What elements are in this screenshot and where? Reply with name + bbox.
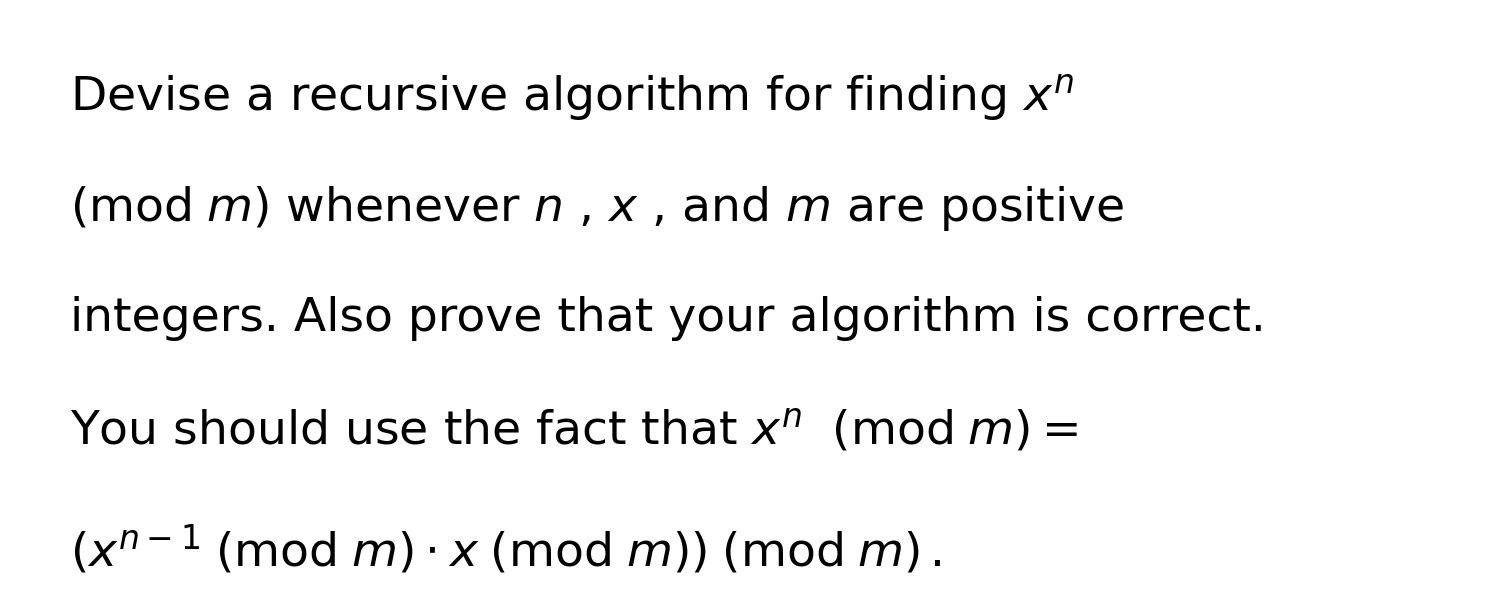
Text: You should use the fact that $x^{n}\;$ $(\mathrm{mod}\; m) =$: You should use the fact that $x^{n}\;$ $… bbox=[70, 408, 1078, 455]
Text: $(x^{n-1}\; (\mathrm{mod}\; m) \cdot x\; (\mathrm{mod}\; m))\; (\mathrm{mod}\; m: $(x^{n-1}\; (\mathrm{mod}\; m) \cdot x\;… bbox=[70, 522, 942, 576]
Text: $(\mathrm{mod}\; m)$ whenever $n$ , $x$ , and $m$ are positive: $(\mathrm{mod}\; m)$ whenever $n$ , $x$ … bbox=[70, 184, 1125, 233]
Text: integers. Also prove that your algorithm is correct.: integers. Also prove that your algorithm… bbox=[70, 296, 1266, 341]
Text: Devise a recursive algorithm for finding $x^{n}$: Devise a recursive algorithm for finding… bbox=[70, 72, 1076, 124]
